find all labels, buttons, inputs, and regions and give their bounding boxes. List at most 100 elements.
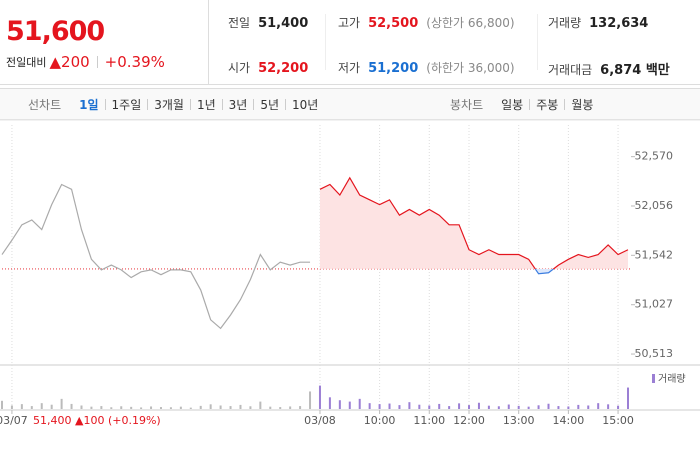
stat-value: 6,874 백만 xyxy=(600,63,670,78)
legend-swatch xyxy=(652,374,655,383)
volume-bar xyxy=(468,405,471,409)
stat: 전일 51,400 xyxy=(228,14,308,31)
current-price: 51,600 xyxy=(6,16,105,47)
stat: 거래대금 6,874 백만 xyxy=(548,59,670,78)
tab[interactable]: 일봉 xyxy=(501,97,524,112)
volume-bar xyxy=(179,406,182,409)
volume-bar xyxy=(30,406,33,409)
volume-bar xyxy=(408,402,411,409)
stat-label: 거래대금 xyxy=(548,63,593,77)
price-area xyxy=(319,177,628,274)
stat-value: 52,500 xyxy=(368,16,419,31)
volume-bar xyxy=(537,405,540,409)
x-tick-label: 14:00 xyxy=(553,414,585,427)
divider xyxy=(325,14,326,70)
volume-bar xyxy=(199,405,202,409)
volume-bar xyxy=(150,406,153,409)
tab[interactable]: 3개월 xyxy=(154,97,184,112)
tab[interactable]: 10년 xyxy=(292,97,319,112)
volume-bar xyxy=(1,400,3,409)
separator xyxy=(285,98,287,110)
volume-bar xyxy=(60,398,63,409)
volume-bar xyxy=(10,405,13,409)
volume-bar xyxy=(219,405,222,409)
tab[interactable]: 월봉 xyxy=(571,97,594,112)
volume-bar xyxy=(438,403,441,409)
separator xyxy=(96,56,98,68)
stat: 거래량 132,634 xyxy=(548,14,648,31)
volume-bar xyxy=(368,403,371,409)
volume-bar xyxy=(110,407,113,409)
change-label: 전일대비 xyxy=(6,56,47,69)
separator xyxy=(564,98,566,110)
price-line xyxy=(1,183,311,330)
volume-bar xyxy=(70,403,73,409)
stat-label: 저가 xyxy=(338,61,361,75)
volume-bar xyxy=(597,403,600,409)
volume-bar xyxy=(497,406,500,409)
change: ▲200 xyxy=(49,53,90,71)
volume-bar xyxy=(100,406,103,409)
volume-bar xyxy=(418,404,421,409)
stat-value: 52,200 xyxy=(258,61,309,76)
y-tick-label: 51,027 xyxy=(635,298,674,311)
x-tick-label: 10:00 xyxy=(364,414,396,427)
volume-bar xyxy=(309,391,312,409)
tab-group: 봉차트 일봉 주봉 월봉 xyxy=(450,89,599,119)
volume-bar xyxy=(627,387,629,409)
x-tick-label: 15:00 xyxy=(602,414,634,427)
volume-bar xyxy=(80,405,83,409)
volume-bar xyxy=(249,406,252,409)
volume-bar xyxy=(299,406,302,409)
y-tick-label: 51,542 xyxy=(635,248,674,261)
tab[interactable]: 주봉 xyxy=(536,97,559,112)
stat-value: 51,200 xyxy=(368,61,419,76)
tab[interactable]: 1일 xyxy=(79,97,99,112)
y-tick-label: 50,513 xyxy=(635,347,674,360)
chart-tabs: 선차트 1일 1주일 3개월 1년 3년 5년 10년 봉차트 일봉 주봉 월봉 xyxy=(0,88,700,120)
tab-group: 선차트 1일 1주일 3개월 1년 3년 5년 10년 xyxy=(28,89,324,119)
tab-group-label: 선차트 xyxy=(28,97,62,112)
tab[interactable]: 3년 xyxy=(228,97,248,112)
x-tick-label: 11:00 xyxy=(413,414,445,427)
chart: 52,570 52,056 51,542 51,027 50,513 03/07 03/08… xyxy=(0,120,700,427)
change-rate: +0.39% xyxy=(104,53,165,71)
volume-bar xyxy=(477,402,480,409)
separator xyxy=(104,98,106,110)
volume-bar xyxy=(328,397,331,409)
separator xyxy=(221,98,223,110)
stat-value: 51,400 xyxy=(258,16,309,31)
tab[interactable]: 5년 xyxy=(260,97,280,112)
separator xyxy=(253,98,255,110)
stat-note: (하한가 36,000) xyxy=(426,61,515,75)
volume-bar xyxy=(130,406,133,409)
stat-note: (상한가 66,800) xyxy=(426,16,515,30)
volume-bar xyxy=(527,406,530,409)
volume-bar xyxy=(259,401,262,409)
prev-day-summary: 51,400 ▲100 (+0.19%) xyxy=(33,414,161,427)
price-line xyxy=(319,176,629,275)
price-box: 51,600 전일대비 ▲200 +0.39% xyxy=(0,0,209,84)
volume-bar xyxy=(120,406,123,409)
volume-bar xyxy=(289,406,292,409)
volume-bar xyxy=(388,403,391,409)
stat-value: 132,634 xyxy=(589,16,649,31)
quote-header: 51,600 전일대비 ▲200 +0.39% 전일 51,400 고가 52,500… xyxy=(0,0,700,85)
volume-bar xyxy=(547,403,550,409)
volume-bar xyxy=(169,407,172,409)
volume-bar xyxy=(279,407,282,409)
volume-bar xyxy=(318,385,321,409)
volume-bar xyxy=(239,404,242,409)
volume-bar xyxy=(607,404,610,409)
volume-bar xyxy=(448,406,451,409)
tab[interactable]: 1년 xyxy=(196,97,216,112)
tab[interactable]: 1주일 xyxy=(111,97,142,112)
volume-bar xyxy=(229,406,232,409)
x-tick-label: 13:00 xyxy=(503,414,535,427)
x-tick-label: 03/08 xyxy=(304,414,336,427)
legend-label: 거래량 xyxy=(658,373,686,385)
stat-label: 고가 xyxy=(338,16,361,30)
volume-bar xyxy=(269,406,272,409)
y-tick-label: 52,570 xyxy=(635,150,674,163)
